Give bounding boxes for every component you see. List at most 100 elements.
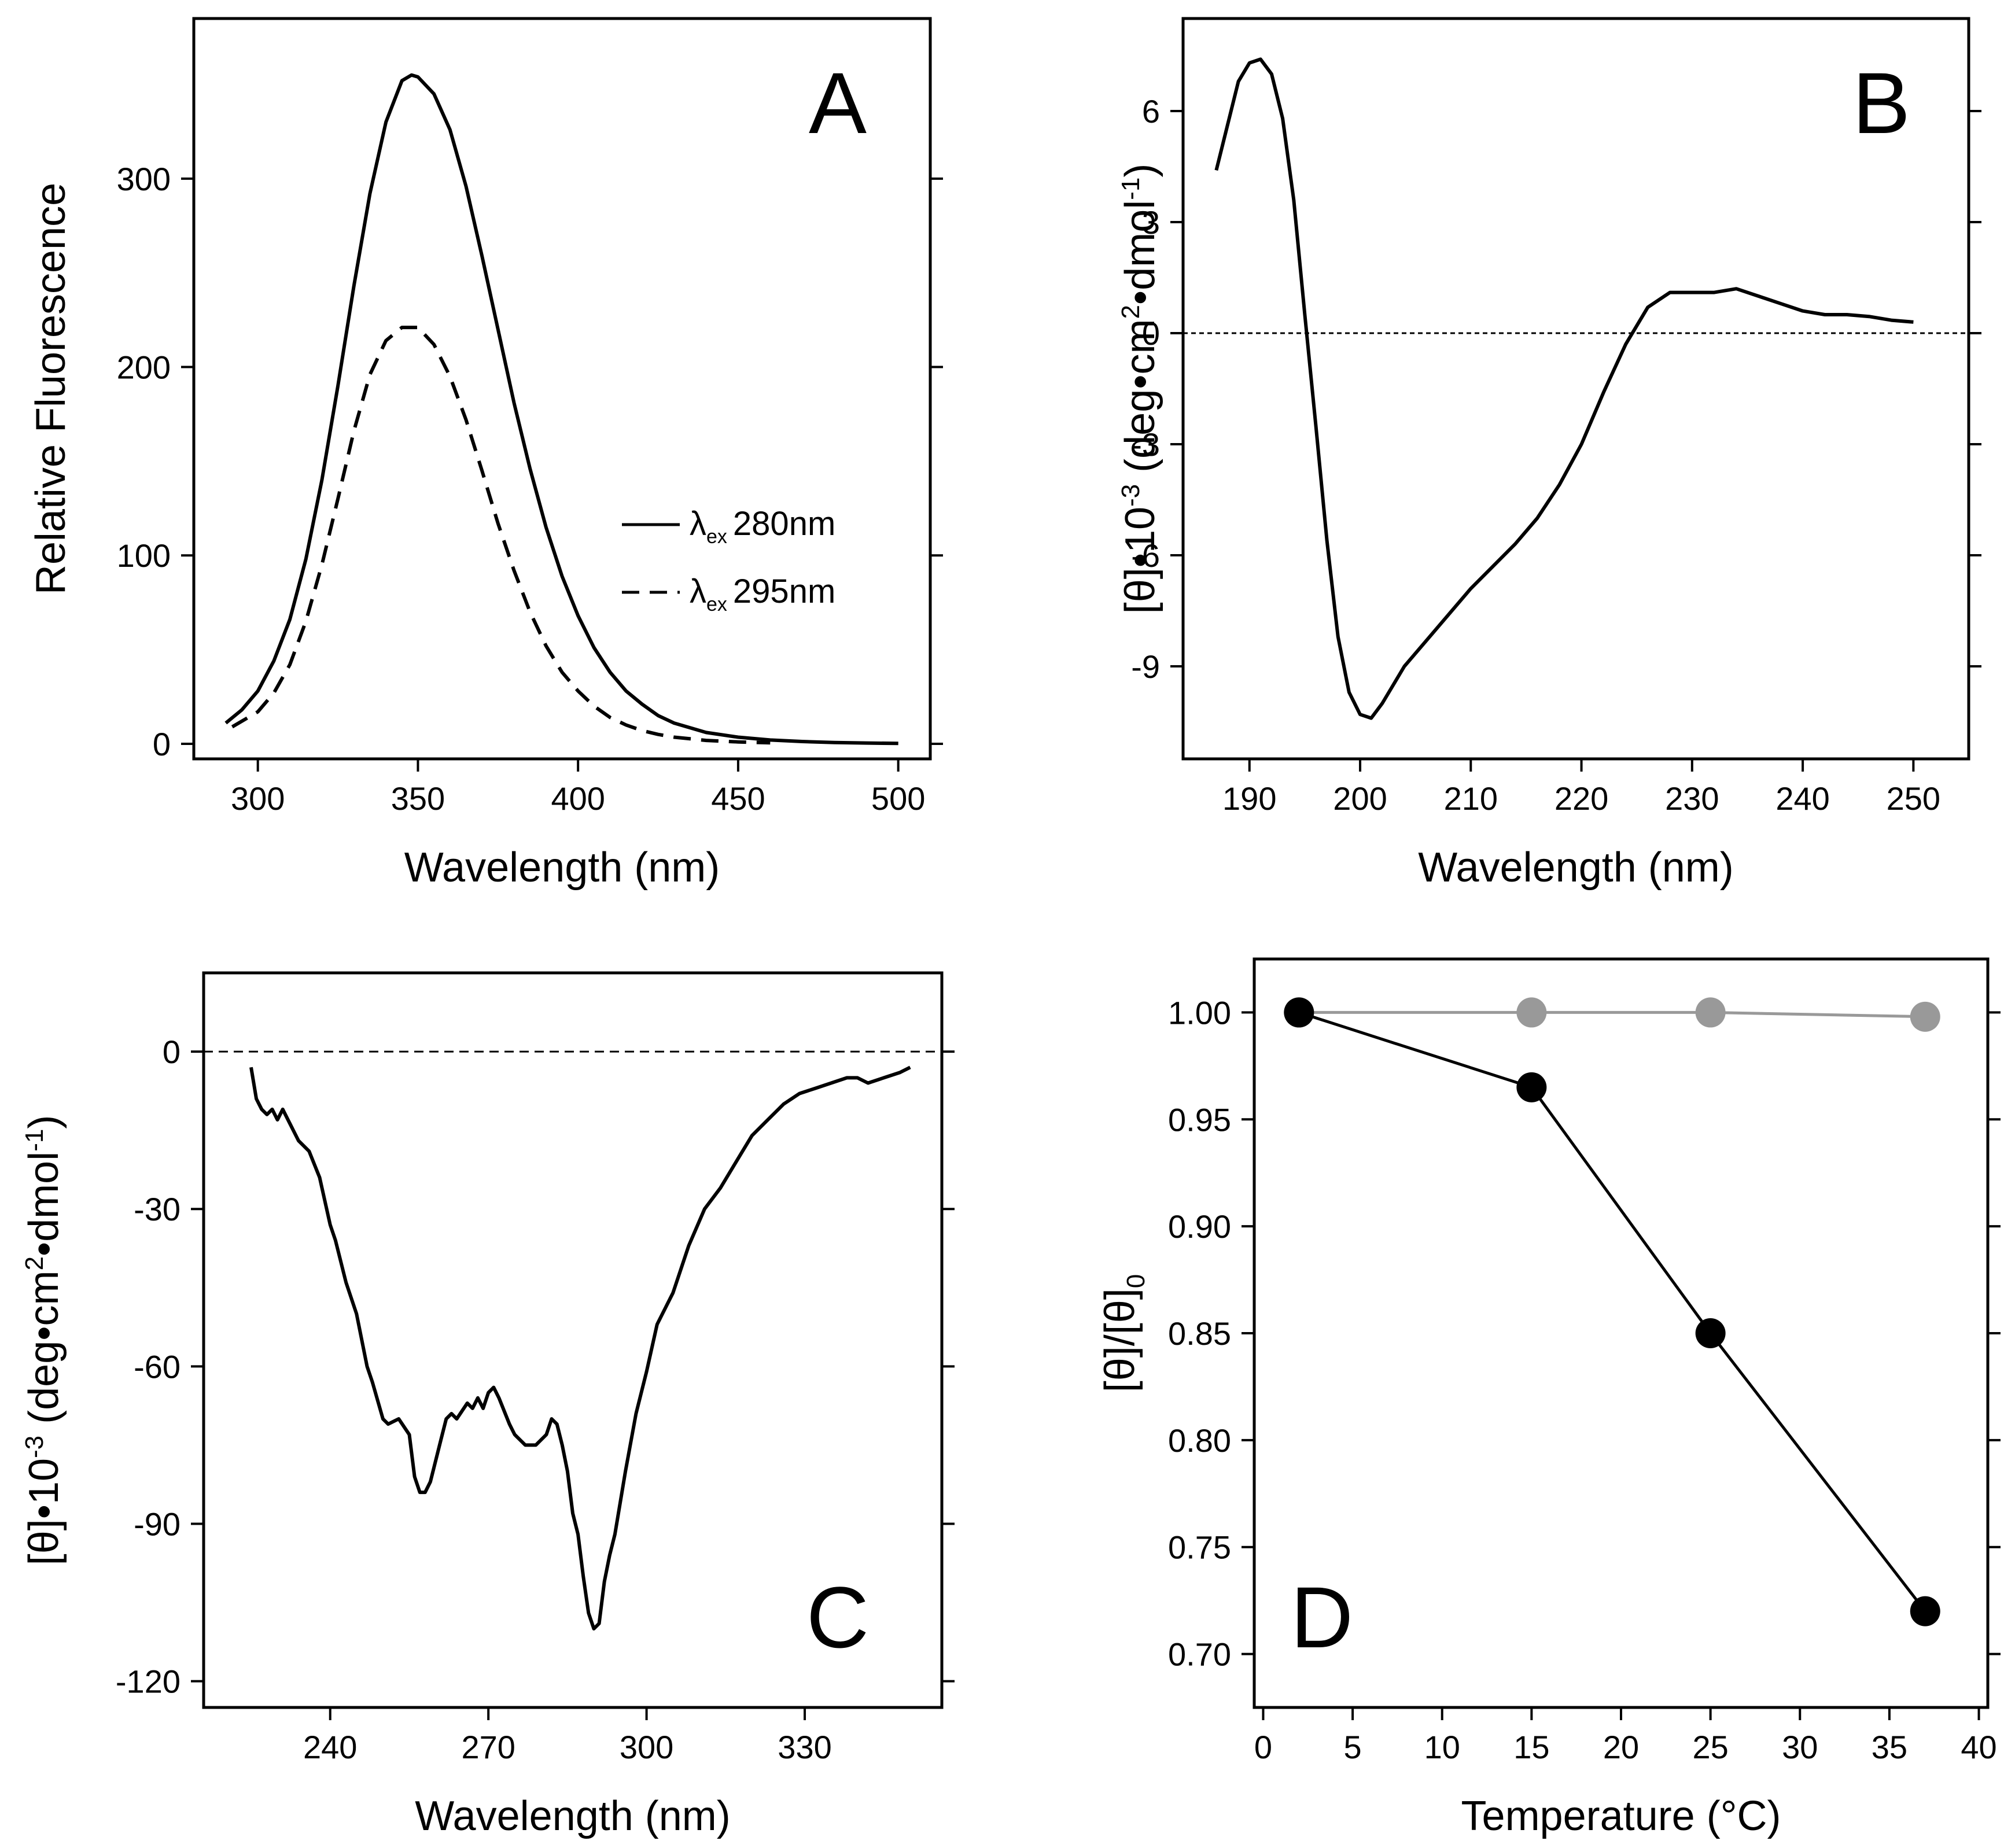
panel-letter: D [1291, 1569, 1353, 1666]
x-tick-label: 250 [1887, 780, 1940, 817]
legend-symbol: λ [690, 505, 706, 543]
x-tick-label: 400 [551, 780, 605, 817]
data-point [1910, 1596, 1940, 1626]
x-tick-label: 200 [1333, 780, 1387, 817]
x-tick-label: 350 [391, 780, 445, 817]
y-axis-label: Relative Fluorescence [28, 183, 74, 595]
plot-frame [192, 17, 932, 761]
panel-d: 0 5 10 15 20 25 30 35 40 1.00 0.95 0.90 0.85 0.80 0.75… [1097, 957, 2001, 1839]
y-tick-label: -30 [134, 1191, 180, 1227]
y-tick-label: 0 [163, 1034, 180, 1070]
data-point [1695, 997, 1726, 1028]
y-tick-label: 0.70 [1168, 1636, 1231, 1673]
x-tick-label: 35 [1872, 1729, 1907, 1765]
x-axis-label: Wavelength (nm) [415, 1793, 731, 1839]
y-tick-label: 0.90 [1168, 1208, 1231, 1245]
x-tick-label: 190 [1222, 780, 1276, 817]
data-point [1695, 1318, 1726, 1348]
y-axis-label-part: [θ]/[θ] [1097, 1288, 1143, 1392]
y-tick-label: 200 [117, 349, 171, 386]
y-tick-label: 300 [117, 161, 171, 197]
y-tick-label: -60 [134, 1348, 180, 1385]
legend-entry: λex 295nm [690, 573, 835, 615]
legend-value: 280nm [733, 505, 835, 543]
data-point [1516, 997, 1547, 1028]
y-tick-label: -120 [116, 1663, 180, 1700]
x-axis-label: Temperature (°C) [1461, 1793, 1781, 1839]
data-point [1910, 1001, 1940, 1032]
series-line-0 [249, 1065, 911, 1631]
y-axis-label-part: -3 [20, 1436, 49, 1458]
data-point [1516, 1072, 1547, 1102]
x-tick-label: 10 [1424, 1729, 1460, 1765]
y-tick-label: 1.00 [1168, 994, 1231, 1031]
y-axis-label-part: ) [1117, 164, 1163, 178]
plot-frame [1253, 957, 1990, 1709]
y-axis-label: [θ]•10-3 (deg•cm2•dmol-1) [20, 1115, 67, 1566]
x-tick-label: 300 [620, 1729, 673, 1765]
y-axis-label-part: •dmol [21, 1152, 67, 1256]
x-tick-label: 270 [461, 1729, 515, 1765]
x-tick-label: 300 [231, 780, 285, 817]
panel-letter: C [806, 1569, 869, 1666]
y-axis-label-part: -1 [20, 1129, 49, 1152]
y-tick-label: 3 [1142, 204, 1160, 241]
panel-c: 240 270 300 330 0 -30 -60 -90 -120 Wavelength (nm… [20, 971, 955, 1839]
y-axis-label-part: -3 [1117, 484, 1145, 507]
y-tick-label: 0 [153, 726, 171, 762]
x-tick-label: 40 [1961, 1729, 1996, 1765]
x-tick-label: 240 [303, 1729, 357, 1765]
panel-letter: B [1852, 54, 1910, 152]
y-axis-label-part: (deg•cm [21, 1271, 67, 1436]
y-axis-label-part: ) [21, 1115, 67, 1129]
y-tick-label: 6 [1142, 93, 1160, 130]
series-line-0 [1214, 57, 1914, 720]
y-axis-label-part: •dmol [1117, 200, 1163, 305]
x-tick-label: 220 [1554, 780, 1608, 817]
data-point [1284, 997, 1314, 1028]
y-axis-label-part: (deg•cm [1117, 319, 1163, 484]
plot-frame [202, 971, 944, 1709]
y-axis-label-part: -1 [1117, 178, 1145, 200]
panel-a: 300 350 400 450 500 0 100 200 300 Wavelength (nm)… [28, 17, 943, 891]
y-tick-label: 0.95 [1168, 1101, 1231, 1138]
x-tick-label: 20 [1603, 1729, 1639, 1765]
y-tick-label: -90 [134, 1506, 180, 1543]
x-tick-label: 5 [1344, 1729, 1362, 1765]
x-tick-label: 25 [1692, 1729, 1728, 1765]
y-axis-label-part: [θ]•10 [21, 1458, 67, 1565]
y-axis-label-part: [θ]•10 [1117, 507, 1163, 614]
y-axis-label-part: 2 [20, 1256, 49, 1270]
legend-value: 295nm [733, 573, 835, 610]
y-tick-label: 0.85 [1168, 1315, 1231, 1352]
y-axis-label-part: 2 [1117, 305, 1145, 319]
y-axis-label: [θ]•10-3 (deg•cm2•dmol-1) [1117, 164, 1163, 614]
series-line-1 [1298, 1011, 1926, 1613]
plot-frame [1181, 17, 1970, 761]
x-tick-label: 330 [778, 1729, 831, 1765]
x-tick-label: 210 [1444, 780, 1498, 817]
legend-subscript: ex [706, 526, 727, 548]
y-tick-label: -3 [1131, 426, 1160, 463]
x-tick-label: 15 [1513, 1729, 1549, 1765]
y-axis-label: [θ]/[θ]0 [1097, 1274, 1150, 1393]
panel-letter: A [809, 54, 867, 152]
y-tick-label: -6 [1131, 537, 1160, 574]
y-tick-label: 0.80 [1168, 1422, 1231, 1459]
y-tick-label: -9 [1131, 648, 1160, 685]
legend-entry: λex 280nm [690, 505, 835, 548]
x-axis-label: Wavelength (nm) [404, 844, 720, 891]
y-tick-label: 0.75 [1168, 1529, 1231, 1566]
x-axis-label: Wavelength (nm) [1418, 844, 1734, 891]
legend-symbol: λ [690, 573, 706, 610]
y-tick-label: 0 [1142, 315, 1160, 352]
panel-b: 190 200 210 220 230 240 250 6 3 0 -3 -6 -9 Wavelength… [1117, 17, 1981, 891]
y-tick-label: 100 [117, 537, 171, 574]
series-line-0 [1299, 1010, 1925, 1019]
series-line-0 [224, 73, 898, 746]
series-line-1 [231, 326, 771, 745]
legend-subscript: ex [706, 593, 727, 615]
x-tick-label: 0 [1254, 1729, 1272, 1765]
x-tick-label: 30 [1782, 1729, 1818, 1765]
